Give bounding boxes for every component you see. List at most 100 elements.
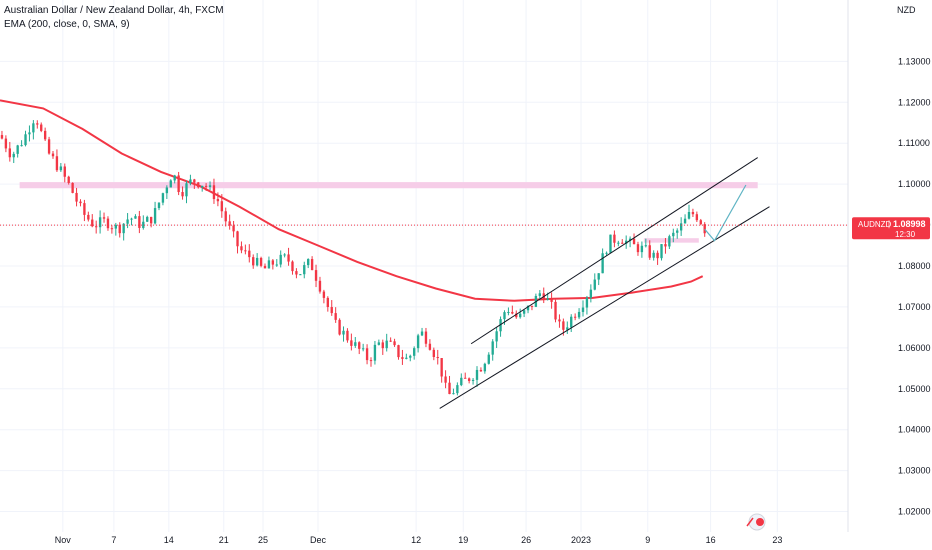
- candle-body: [169, 180, 172, 188]
- candle: [652, 250, 655, 261]
- candle-body: [197, 182, 200, 188]
- candle-body: [397, 345, 400, 358]
- candle: [161, 192, 165, 206]
- candle-body: [40, 124, 43, 131]
- candle-body: [440, 358, 443, 377]
- candle-body: [695, 214, 699, 221]
- candle: [0, 130, 4, 140]
- candle-body: [593, 279, 596, 290]
- candle-body: [59, 166, 63, 171]
- candle: [683, 214, 687, 224]
- candle: [75, 187, 78, 207]
- candle-body: [515, 313, 518, 318]
- candle-body: [558, 319, 561, 322]
- candle: [224, 207, 227, 227]
- time-axis[interactable]: Nov 7 14 21 25 Dec 12 19 26 2023 9 16 23: [55, 535, 783, 545]
- candle-body: [55, 156, 59, 171]
- candle: [467, 377, 471, 384]
- candle: [118, 222, 121, 238]
- candle: [98, 210, 102, 234]
- candle-body: [668, 236, 671, 247]
- candle: [605, 251, 608, 256]
- candle-body: [519, 313, 522, 318]
- candle: [632, 233, 636, 245]
- candle: [252, 254, 255, 269]
- x-tick-label: Nov: [55, 535, 72, 545]
- ema-line-group: [0, 99, 704, 302]
- candle-body: [185, 183, 188, 197]
- candle-body: [295, 271, 298, 275]
- candle-body: [479, 369, 483, 372]
- candle: [102, 212, 106, 223]
- candle: [63, 163, 66, 183]
- candle: [204, 183, 208, 191]
- candle: [397, 344, 400, 360]
- candle: [558, 314, 561, 328]
- candle: [43, 127, 47, 142]
- channel-upper-line[interactable]: [470, 157, 758, 345]
- candle: [613, 230, 616, 248]
- candle: [695, 211, 699, 223]
- candle: [444, 370, 447, 389]
- candle: [307, 258, 310, 269]
- candle-body: [165, 187, 169, 194]
- candle-body: [597, 273, 600, 280]
- candle-body: [130, 218, 133, 220]
- candle: [424, 327, 428, 348]
- candle-body: [279, 254, 282, 265]
- candle-body: [310, 259, 314, 271]
- currency-label: NZD: [897, 5, 916, 15]
- candle-body: [142, 221, 145, 228]
- ema-200-line: [0, 99, 704, 302]
- candle: [483, 362, 487, 374]
- candle: [91, 214, 94, 228]
- candle: [432, 347, 435, 361]
- candle-body: [122, 223, 125, 234]
- candle: [377, 339, 381, 346]
- candle: [365, 344, 369, 365]
- y-tick-label: 1.06000: [898, 343, 931, 353]
- candle-body: [28, 132, 31, 135]
- candle: [495, 327, 498, 348]
- candle-body: [8, 148, 11, 158]
- candle: [208, 181, 212, 191]
- candle-body: [526, 305, 530, 311]
- candle-body: [106, 218, 110, 229]
- tradingview-logo[interactable]: [746, 513, 766, 531]
- candle-body: [32, 123, 35, 133]
- projection-path[interactable]: [704, 184, 747, 242]
- y-tick-label: 1.10000: [898, 179, 931, 189]
- candle: [236, 230, 239, 254]
- candle: [20, 140, 23, 147]
- candle: [487, 352, 490, 365]
- candle: [279, 250, 282, 268]
- candle: [640, 241, 644, 258]
- candle: [656, 250, 659, 265]
- candle-body: [275, 264, 278, 266]
- candle: [330, 300, 333, 316]
- candle: [519, 308, 522, 319]
- x-tick-label: 7: [111, 535, 116, 545]
- candle: [664, 238, 667, 254]
- candle-body: [228, 221, 231, 226]
- candle: [149, 216, 153, 228]
- candle: [185, 180, 188, 204]
- candle: [456, 382, 459, 396]
- candle-body: [75, 192, 78, 202]
- candle-body: [601, 253, 604, 274]
- candle-body: [291, 261, 294, 272]
- candle-body: [134, 216, 137, 219]
- candle: [259, 256, 263, 268]
- candle: [452, 388, 455, 395]
- candle-body: [224, 211, 227, 222]
- candle-body: [283, 254, 286, 256]
- candle-body: [420, 331, 424, 336]
- candle-body: [416, 335, 420, 349]
- candle: [165, 185, 169, 199]
- candle-body: [326, 297, 329, 308]
- x-tick-label: 26: [521, 535, 531, 545]
- candle: [577, 308, 581, 320]
